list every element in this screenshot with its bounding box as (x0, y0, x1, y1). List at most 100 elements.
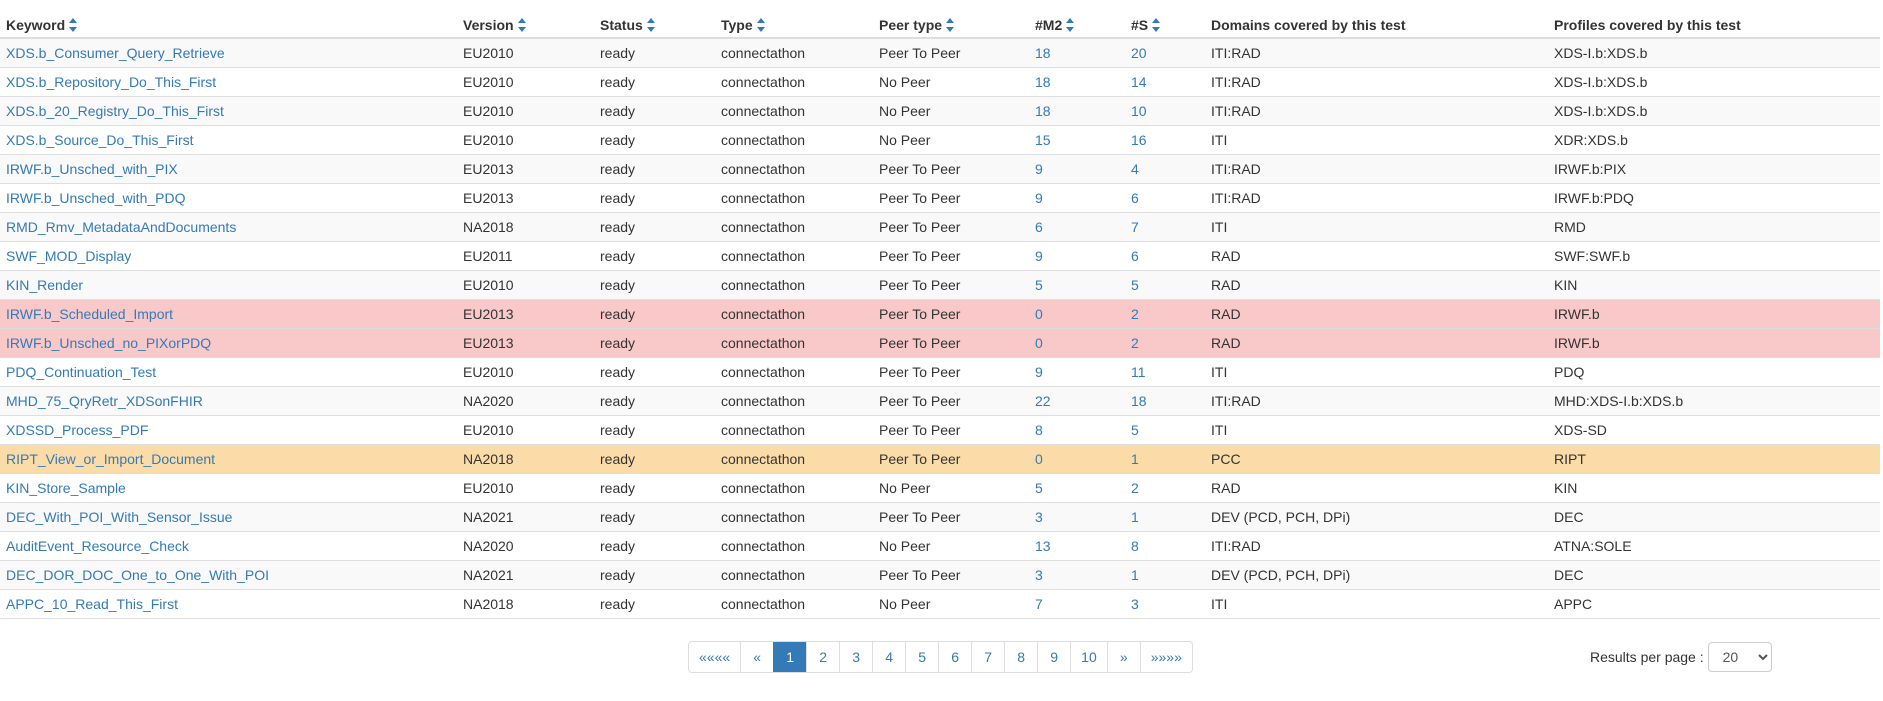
keyword-link[interactable]: DEC_With_POI_With_Sensor_Issue (6, 509, 233, 525)
keyword-link[interactable]: PDQ_Continuation_Test (6, 364, 157, 380)
s-count-link[interactable]: 5 (1131, 277, 1139, 293)
s-count-link[interactable]: 8 (1131, 538, 1139, 554)
m2-count-link[interactable]: 9 (1035, 364, 1043, 380)
keyword-link[interactable]: SWF_MOD_Display (6, 248, 132, 264)
previous-page-button[interactable]: « (740, 642, 774, 672)
keyword-link[interactable]: APPC_10_Read_This_First (6, 596, 178, 612)
domains-cell: ITI (1211, 422, 1228, 438)
column-header-s[interactable]: #S (1125, 12, 1205, 39)
sort-up-down-icon[interactable] (756, 18, 765, 32)
m2-count-link[interactable]: 8 (1035, 422, 1043, 438)
column-header-keyword[interactable]: Keyword (0, 12, 457, 39)
m2-count-link[interactable]: 18 (1035, 74, 1051, 90)
table-cell: APPC (1548, 589, 1880, 619)
column-header-version[interactable]: Version (457, 12, 594, 39)
keyword-link[interactable]: AuditEvent_Resource_Check (6, 538, 189, 554)
m2-count-link[interactable]: 9 (1035, 161, 1043, 177)
next-page-button[interactable]: » (1106, 642, 1140, 672)
m2-count-link[interactable]: 9 (1035, 190, 1043, 206)
keyword-link[interactable]: IRWF.b_Unsched_no_PIXorPDQ (6, 335, 212, 351)
keyword-link[interactable]: XDS.b_Repository_Do_This_First (6, 74, 217, 90)
header-label: Profiles covered by this test (1554, 17, 1741, 33)
keyword-link[interactable]: XDSSD_Process_PDF (6, 422, 149, 438)
column-header-profiles: Profiles covered by this test (1548, 12, 1880, 39)
page-button[interactable]: 4 (872, 642, 906, 672)
sort-up-down-icon[interactable] (1066, 18, 1075, 32)
m2-count-link[interactable]: 9 (1035, 248, 1043, 264)
page-button[interactable]: 7 (971, 642, 1005, 672)
sort-up-down-icon[interactable] (646, 18, 655, 32)
m2-count-link[interactable]: 0 (1035, 451, 1043, 467)
m2-count-link[interactable]: 22 (1035, 393, 1051, 409)
m2-count-link[interactable]: 3 (1035, 509, 1043, 525)
sort-up-down-icon[interactable] (69, 18, 78, 32)
sort-up-down-icon[interactable] (946, 18, 955, 32)
page-button[interactable]: 6 (938, 642, 972, 672)
page-button[interactable]: 9 (1037, 642, 1071, 672)
s-count-link[interactable]: 10 (1131, 103, 1147, 119)
keyword-link[interactable]: XDS.b_20_Registry_Do_This_First (6, 103, 224, 119)
s-count-link[interactable]: 6 (1131, 248, 1139, 264)
sort-up-down-icon[interactable] (517, 18, 526, 32)
s-count-link[interactable]: 16 (1131, 132, 1147, 148)
s-count-link[interactable]: 1 (1131, 567, 1139, 583)
s-count-link[interactable]: 18 (1131, 393, 1147, 409)
page-button[interactable]: 10 (1070, 642, 1107, 672)
page-button[interactable]: 5 (905, 642, 939, 672)
m2-count-link[interactable]: 18 (1035, 45, 1051, 61)
keyword-link[interactable]: KIN_Store_Sample (6, 480, 126, 496)
keyword-link[interactable]: IRWF.b_Unsched_with_PDQ (6, 190, 186, 206)
s-count-link[interactable]: 5 (1131, 422, 1139, 438)
m2-count-link[interactable]: 0 (1035, 306, 1043, 322)
profiles-cell: DEC (1554, 567, 1584, 583)
table-cell: XDS-I.b:XDS.b (1548, 96, 1880, 126)
column-header-type[interactable]: Type (715, 12, 873, 39)
keyword-link[interactable]: IRWF.b_Scheduled_Import (6, 306, 174, 322)
last-page-button[interactable]: »»»» (1139, 642, 1192, 672)
keyword-link[interactable]: XDS.b_Source_Do_This_First (6, 132, 194, 148)
s-count-link[interactable]: 11 (1131, 364, 1146, 380)
column-header-m2[interactable]: #M2 (1029, 12, 1125, 39)
keyword-link[interactable]: KIN_Render (6, 277, 84, 293)
page-button[interactable]: 1 (773, 642, 807, 672)
table-cell: 6 (1029, 212, 1125, 242)
first-page-button[interactable]: «««« (689, 642, 741, 672)
column-header-status[interactable]: Status (594, 12, 715, 39)
s-count-link[interactable]: 2 (1131, 480, 1139, 496)
m2-count-link[interactable]: 7 (1035, 596, 1043, 612)
page-button[interactable]: 2 (806, 642, 840, 672)
keyword-link[interactable]: MHD_75_QryRetr_XDSonFHIR (6, 393, 203, 409)
s-count-link[interactable]: 6 (1131, 190, 1139, 206)
m2-count-link[interactable]: 6 (1035, 219, 1043, 235)
keyword-link[interactable]: XDS.b_Consumer_Query_Retrieve (6, 45, 225, 61)
sort-up-down-icon[interactable] (1152, 18, 1161, 32)
s-count-link[interactable]: 2 (1131, 335, 1139, 351)
page-button[interactable]: 3 (839, 642, 873, 672)
keyword-link[interactable]: DEC_DOR_DOC_One_to_One_With_POI (6, 567, 269, 583)
m2-count-link[interactable]: 13 (1035, 538, 1051, 554)
s-count-link[interactable]: 14 (1131, 74, 1147, 90)
s-count-link[interactable]: 20 (1131, 45, 1147, 61)
m2-count-link[interactable]: 18 (1035, 103, 1051, 119)
page-button[interactable]: 8 (1004, 642, 1038, 672)
m2-count-link[interactable]: 5 (1035, 480, 1043, 496)
s-count-link[interactable]: 4 (1131, 161, 1139, 177)
table-cell: ITI:RAD (1205, 386, 1548, 416)
m2-count-link[interactable]: 0 (1035, 335, 1043, 351)
m2-count-link[interactable]: 5 (1035, 277, 1043, 293)
s-count-link[interactable]: 3 (1131, 596, 1139, 612)
column-header-peer-type[interactable]: Peer type (873, 12, 1029, 39)
m2-count-link[interactable]: 15 (1035, 132, 1051, 148)
s-count-link[interactable]: 2 (1131, 306, 1139, 322)
keyword-link[interactable]: RIPT_View_or_Import_Document (6, 451, 216, 467)
keyword-link[interactable]: IRWF.b_Unsched_with_PIX (6, 161, 178, 177)
table-cell: EU2010 (457, 125, 594, 155)
s-count-link[interactable]: 1 (1131, 509, 1139, 525)
m2-count-link[interactable]: 3 (1035, 567, 1043, 583)
keyword-link[interactable]: RMD_Rmv_MetadataAndDocuments (6, 219, 237, 235)
s-count-link[interactable]: 7 (1131, 219, 1139, 235)
peer-type-cell: Peer To Peer (879, 248, 961, 264)
table-cell: RAD (1205, 270, 1548, 300)
s-count-link[interactable]: 1 (1131, 451, 1139, 467)
results-per-page-select[interactable]: 20 (1707, 642, 1772, 672)
